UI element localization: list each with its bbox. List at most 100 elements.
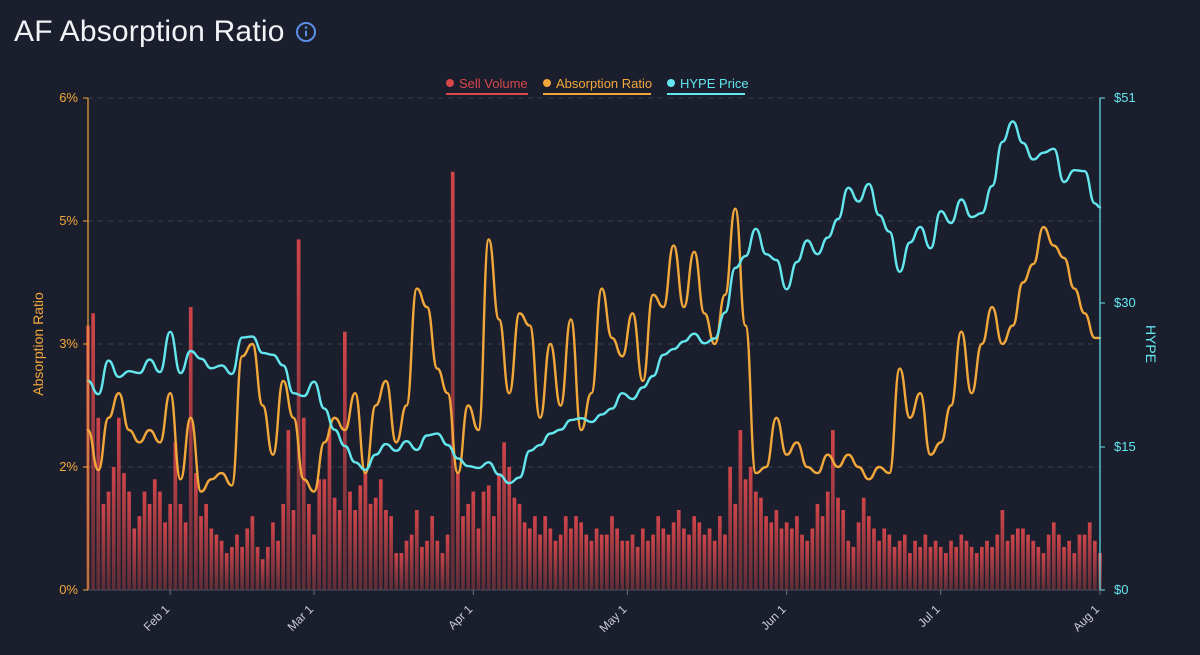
sell-volume-bar[interactable] (615, 528, 619, 591)
sell-volume-bar[interactable] (158, 491, 162, 590)
sell-volume-bar[interactable] (969, 546, 974, 590)
sell-volume-bar[interactable] (188, 307, 193, 590)
sell-volume-bar[interactable] (718, 516, 722, 590)
sell-volume-bar[interactable] (625, 540, 630, 590)
sell-volume-bar[interactable] (789, 528, 794, 591)
sell-volume-bar[interactable] (307, 503, 311, 590)
legend-item-absorption-ratio[interactable]: Absorption Ratio (543, 76, 652, 95)
sell-volume-bar[interactable] (204, 503, 208, 590)
sell-volume-bar[interactable] (964, 540, 969, 590)
sell-volume-bar[interactable] (990, 546, 994, 590)
sell-volume-bar[interactable] (497, 473, 501, 590)
sell-volume-bar[interactable] (733, 503, 738, 590)
sell-volume-bar[interactable] (635, 546, 640, 590)
sell-volume-bar[interactable] (574, 516, 578, 590)
sell-volume-bar[interactable] (224, 553, 229, 590)
sell-volume-bar[interactable] (373, 497, 378, 590)
sell-volume-bar[interactable] (471, 491, 476, 590)
sell-volume-bar[interactable] (281, 503, 286, 590)
sell-volume-bar[interactable] (820, 516, 825, 590)
sell-volume-bar[interactable] (605, 534, 609, 590)
legend-item-hype-price[interactable]: HYPE Price (667, 76, 749, 95)
legend-item-sell-volume[interactable]: Sell Volume (446, 76, 528, 95)
sell-volume-bar[interactable] (111, 467, 116, 590)
sell-volume-bar[interactable] (897, 540, 902, 590)
sell-volume-bar[interactable] (450, 171, 455, 591)
sell-volume-bar[interactable] (168, 503, 173, 590)
sell-volume-bar[interactable] (409, 534, 414, 590)
sell-volume-bar[interactable] (271, 522, 275, 590)
sell-volume-bar[interactable] (358, 485, 363, 590)
sell-volume-bar[interactable] (122, 473, 126, 590)
sell-volume-bar[interactable] (949, 540, 953, 590)
sell-volume-bar[interactable] (199, 516, 203, 590)
sell-volume-bar[interactable] (851, 546, 856, 590)
sell-volume-bar[interactable] (1093, 540, 1097, 590)
sell-volume-bar[interactable] (687, 534, 691, 590)
sell-volume-bar[interactable] (594, 528, 599, 591)
sell-volume-bar[interactable] (404, 540, 409, 590)
sell-volume-bar[interactable] (337, 510, 342, 590)
sell-volume-bar[interactable] (522, 522, 527, 590)
sell-volume-bar[interactable] (908, 553, 912, 590)
sell-volume-bar[interactable] (327, 430, 332, 590)
sell-volume-bar[interactable] (265, 546, 270, 590)
sell-volume-bar[interactable] (815, 503, 820, 590)
sell-volume-bar[interactable] (435, 540, 440, 590)
sell-volume-bar[interactable] (363, 473, 368, 590)
sell-volume-bar[interactable] (312, 534, 316, 590)
sell-volume-bar[interactable] (502, 442, 506, 590)
sell-volume-bar[interactable] (1010, 534, 1015, 590)
sell-volume-bar[interactable] (928, 546, 933, 590)
sell-volume-bar[interactable] (527, 528, 532, 591)
sell-volume-bar[interactable] (630, 534, 635, 590)
sell-volume-bar[interactable] (1062, 546, 1066, 590)
sell-volume-bar[interactable] (974, 553, 979, 590)
sell-volume-bar[interactable] (995, 534, 1000, 590)
sell-volume-bar[interactable] (764, 516, 768, 590)
sell-volume-bar[interactable] (753, 491, 758, 590)
sell-volume-bar[interactable] (774, 510, 779, 590)
sell-volume-bar[interactable] (543, 516, 548, 590)
sell-volume-bar[interactable] (235, 534, 239, 590)
sell-volume-bar[interactable] (1057, 534, 1061, 590)
sell-volume-bar[interactable] (553, 540, 558, 590)
sell-volume-bar[interactable] (985, 540, 989, 590)
sell-volume-bar[interactable] (486, 485, 491, 590)
sell-volume-bar[interactable] (856, 522, 861, 590)
sell-volume-bar[interactable] (430, 516, 435, 590)
sell-volume-bar[interactable] (579, 522, 583, 590)
sell-volume-bar[interactable] (1077, 534, 1082, 590)
sell-volume-bar[interactable] (440, 553, 445, 590)
sell-volume-bar[interactable] (461, 516, 465, 590)
sell-volume-bar[interactable] (163, 522, 167, 590)
sell-volume-bar[interactable] (291, 510, 296, 590)
absorption-ratio-line[interactable] (86, 207, 1102, 493)
sell-volume-bar[interactable] (769, 522, 774, 590)
sell-volume-bar[interactable] (954, 546, 958, 590)
sell-volume-bar[interactable] (728, 467, 732, 590)
sell-volume-bar[interactable] (322, 479, 327, 590)
sell-volume-bar[interactable] (517, 503, 522, 590)
sell-volume-bar[interactable] (183, 522, 188, 590)
sell-volume-bar[interactable] (748, 467, 753, 590)
sell-volume-bar[interactable] (882, 528, 887, 591)
sell-volume-bar[interactable] (296, 239, 301, 590)
sell-volume-bar[interactable] (569, 528, 573, 591)
sell-volume-bar[interactable] (245, 528, 250, 591)
sell-volume-bar[interactable] (127, 491, 131, 590)
sell-volume-bar[interactable] (1026, 534, 1030, 590)
sell-volume-bar[interactable] (491, 516, 496, 590)
sell-volume-bar[interactable] (563, 516, 568, 590)
sell-volume-bar[interactable] (219, 540, 224, 590)
sell-volume-bar[interactable] (918, 546, 923, 590)
sell-volume-bar[interactable] (384, 510, 388, 590)
sell-volume-bar[interactable] (697, 522, 702, 590)
sell-volume-bar[interactable] (702, 534, 707, 590)
sell-volume-bar[interactable] (872, 528, 876, 591)
sell-volume-bar[interactable] (209, 528, 214, 591)
sell-volume-bar[interactable] (286, 430, 291, 590)
sell-volume-bar[interactable] (712, 540, 717, 590)
sell-volume-bar[interactable] (332, 497, 337, 590)
sell-volume-bar[interactable] (836, 497, 840, 590)
